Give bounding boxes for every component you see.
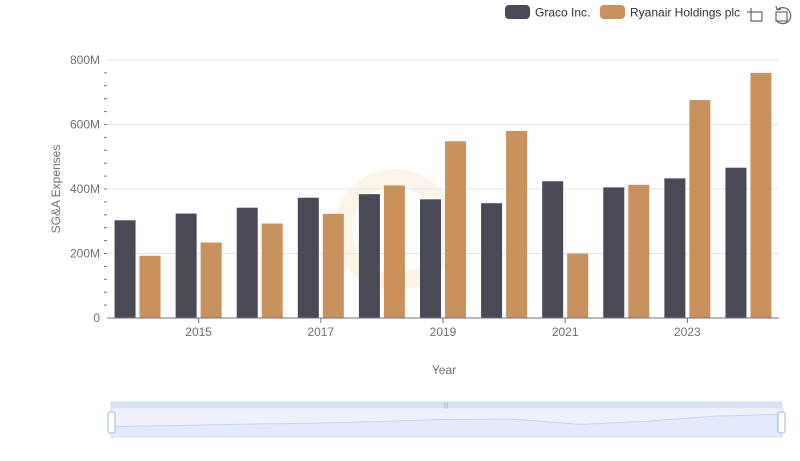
legend-item-ryanair[interactable]: Ryanair Holdings plc bbox=[600, 5, 740, 20]
legend-swatch-graco bbox=[505, 5, 530, 19]
y-tick-label: 600M bbox=[70, 118, 100, 132]
legend-label-ryanair: Ryanair Holdings plc bbox=[630, 6, 740, 20]
data-zoom[interactable]: ||| bbox=[107, 401, 786, 438]
y-axis: 0 200M 400M 600M 800M bbox=[70, 53, 100, 325]
x-tick-label: 2017 bbox=[307, 325, 334, 339]
bar-graco-2024[interactable] bbox=[725, 167, 747, 318]
bar-ryanair-2023[interactable] bbox=[689, 99, 711, 319]
bar-ryanair-2021[interactable] bbox=[567, 253, 589, 319]
data-zoom-handle-left[interactable] bbox=[107, 411, 116, 434]
bar-ryanair-2022[interactable] bbox=[628, 184, 650, 318]
restore-icon[interactable] bbox=[775, 5, 792, 25]
y-axis-title: SG&A Expenses bbox=[49, 145, 63, 234]
bar-graco-2018[interactable] bbox=[358, 194, 380, 318]
bar-ryanair-2018[interactable] bbox=[383, 185, 405, 318]
x-tick-label: 2019 bbox=[430, 325, 457, 339]
x-axis: 2015 2017 2019 2021 2023 bbox=[185, 318, 701, 339]
data-zoom-grip: ||| bbox=[444, 403, 449, 409]
y-tick-label: 400M bbox=[70, 182, 100, 196]
bar-graco-2022[interactable] bbox=[603, 187, 625, 318]
bar-ryanair-2019[interactable] bbox=[445, 141, 466, 318]
y-tick-label: 0 bbox=[93, 311, 100, 325]
data-zoom-top-bar[interactable] bbox=[111, 402, 782, 408]
bar-graco-2023[interactable] bbox=[664, 178, 686, 318]
zoom-icon[interactable] bbox=[747, 8, 763, 22]
bar-graco-2017[interactable] bbox=[297, 197, 319, 318]
legend-swatch-ryanair bbox=[600, 5, 625, 19]
bar-graco-2015[interactable] bbox=[175, 213, 197, 318]
x-tick-label: 2021 bbox=[552, 325, 579, 339]
x-tick-label: 2023 bbox=[674, 325, 701, 339]
x-tick-label: 2015 bbox=[185, 325, 212, 339]
y-minor-ticks bbox=[104, 72, 107, 306]
bar-ryanair-2014[interactable] bbox=[139, 255, 161, 318]
bar-ryanair-2020[interactable] bbox=[506, 130, 528, 318]
data-zoom-preview-area bbox=[111, 414, 782, 437]
bar-ryanair-2015[interactable] bbox=[200, 242, 222, 318]
x-axis-title: Year bbox=[432, 363, 456, 377]
bar-graco-2019[interactable] bbox=[420, 199, 441, 318]
bar-graco-2021[interactable] bbox=[542, 181, 564, 318]
bar-ryanair-2016[interactable] bbox=[261, 223, 283, 318]
bar-graco-2016[interactable] bbox=[236, 207, 258, 318]
bar-ryanair-2017[interactable] bbox=[322, 213, 344, 318]
data-zoom-handle-right[interactable] bbox=[777, 411, 786, 434]
bar-ryanair-2024[interactable] bbox=[750, 72, 772, 319]
bar-graco-2020[interactable] bbox=[481, 203, 503, 318]
bar-graco-2014[interactable] bbox=[114, 220, 136, 318]
y-tick-label: 200M bbox=[70, 247, 100, 261]
legend: Graco Inc. Ryanair Holdings plc bbox=[505, 5, 740, 20]
legend-label-graco: Graco Inc. bbox=[535, 6, 590, 20]
bars bbox=[114, 72, 772, 319]
legend-item-graco[interactable]: Graco Inc. bbox=[505, 5, 590, 20]
y-tick-label: 800M bbox=[70, 53, 100, 67]
